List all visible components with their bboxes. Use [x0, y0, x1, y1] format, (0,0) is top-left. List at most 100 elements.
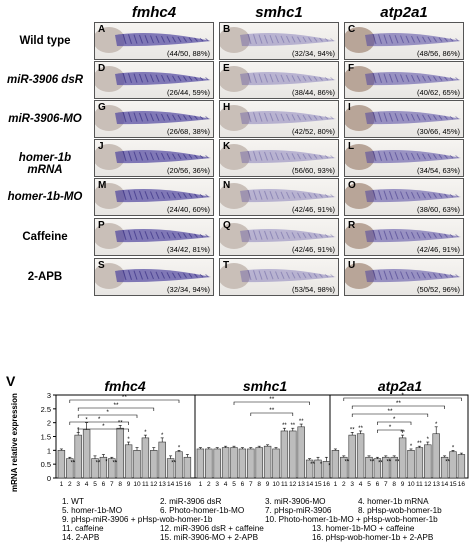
bar	[407, 450, 415, 479]
somite-stripe	[411, 152, 415, 160]
somite-stripe	[183, 193, 187, 199]
embryo-trunk-stain	[240, 111, 336, 125]
significance-star: *	[410, 444, 413, 450]
somite-stripe	[378, 73, 382, 83]
somite-stripe	[150, 271, 154, 280]
significance-star: **	[310, 462, 315, 468]
somite-stripe	[449, 193, 454, 198]
x-tick-label: 3	[215, 481, 219, 488]
somite-stripe	[122, 33, 127, 45]
panel-v-label: V	[6, 373, 16, 389]
bar	[91, 458, 99, 479]
bar	[175, 451, 183, 479]
somite-stripe	[166, 272, 171, 279]
somite-stripe	[394, 74, 399, 83]
panel-letter: E	[223, 63, 230, 74]
bar	[289, 430, 297, 479]
somite-stripe	[150, 74, 154, 83]
somite-stripe	[291, 75, 296, 82]
embryo-trunk-stain	[365, 72, 461, 86]
embryo-trunk-stain	[365, 111, 461, 125]
somite-stripe	[330, 234, 334, 238]
somite-stripe	[422, 36, 426, 43]
panel-count: (32/34, 94%)	[167, 285, 210, 294]
somite-stripe	[128, 230, 132, 240]
somite-stripe	[253, 151, 257, 161]
x-tick-label: 12	[289, 481, 297, 488]
panel-count: (53/54, 98%)	[292, 285, 335, 294]
bar	[331, 450, 340, 479]
panel-count: (30/66, 45%)	[417, 127, 460, 136]
x-tick-label: 5	[367, 481, 371, 488]
legend-entry: 14. 2-APB	[62, 533, 100, 542]
chart-gene-fmhc4: fmhc4	[104, 378, 146, 394]
embryo-panel: N (42/46, 91%)	[219, 178, 339, 216]
panel-count: (44/50, 88%)	[167, 49, 210, 58]
x-tick-label: 6	[241, 481, 245, 488]
somite-stripe	[194, 115, 198, 120]
somite-stripe	[177, 75, 182, 82]
bar	[340, 456, 348, 479]
somite-stripe	[172, 192, 176, 199]
bar	[99, 456, 108, 479]
embryo-head	[220, 66, 250, 92]
somite-stripe	[144, 74, 149, 83]
somite-stripe	[258, 151, 263, 161]
somite-stripe	[378, 151, 382, 161]
bar	[141, 437, 150, 479]
legend-entry: 4. homer-1b mRNA	[358, 497, 429, 506]
somite-stripe	[258, 230, 263, 240]
somite-stripe	[400, 152, 404, 161]
comparison-bracket	[377, 421, 412, 425]
somite-stripe	[427, 36, 432, 43]
embryo-head	[345, 144, 375, 170]
somite-stripe	[400, 35, 404, 44]
x-tick-label: 16	[184, 481, 192, 488]
somite-stripe	[416, 153, 421, 160]
somite-stripe	[264, 151, 268, 161]
bracket-star: *	[98, 416, 101, 423]
x-tick-label: 14	[441, 481, 449, 488]
comparison-bracket	[351, 405, 445, 409]
bar	[183, 456, 192, 479]
somite-stripe	[444, 233, 448, 238]
somite-stripe	[269, 152, 274, 161]
somite-stripe	[280, 35, 285, 43]
somite-stripe	[291, 153, 296, 160]
somite-stripe	[372, 150, 377, 162]
somite-stripe	[378, 230, 382, 240]
somite-stripe	[383, 73, 388, 83]
x-tick-label: 4	[224, 481, 228, 488]
somite-stripe	[269, 191, 274, 200]
somite-stripe	[313, 273, 318, 278]
x-tick-label: 9	[127, 481, 131, 488]
somite-stripe	[177, 114, 182, 121]
embryo-head	[220, 105, 250, 131]
bar	[356, 433, 365, 479]
panel-letter: C	[348, 24, 356, 35]
embryo-trunk-stain	[240, 189, 336, 203]
somite-stripe	[372, 189, 377, 201]
somite-stripe	[297, 153, 301, 160]
somite-stripe	[372, 111, 377, 123]
somite-stripe	[188, 233, 193, 238]
legend-entry: 2. miR-3906 dsR	[160, 497, 222, 506]
somite-stripe	[302, 232, 307, 239]
somite-stripe	[122, 189, 127, 201]
somite-stripe	[405, 74, 410, 82]
panel-count: (26/68, 38%)	[167, 127, 210, 136]
somite-stripe	[438, 193, 443, 198]
legend-entry: 11. caffeine	[62, 524, 104, 533]
panel-letter: R	[348, 220, 356, 231]
bar	[365, 456, 373, 479]
x-tick-label: 8	[257, 481, 261, 488]
somite-stripe	[139, 34, 143, 44]
comparison-bracket	[377, 429, 403, 433]
somite-stripe	[324, 193, 329, 198]
x-tick-label: 7	[384, 481, 388, 488]
embryo-trunk-stain	[240, 33, 336, 47]
bar	[133, 450, 141, 479]
somite-stripe	[205, 234, 209, 238]
somite-stripe	[389, 112, 393, 122]
somite-stripe	[205, 194, 209, 198]
